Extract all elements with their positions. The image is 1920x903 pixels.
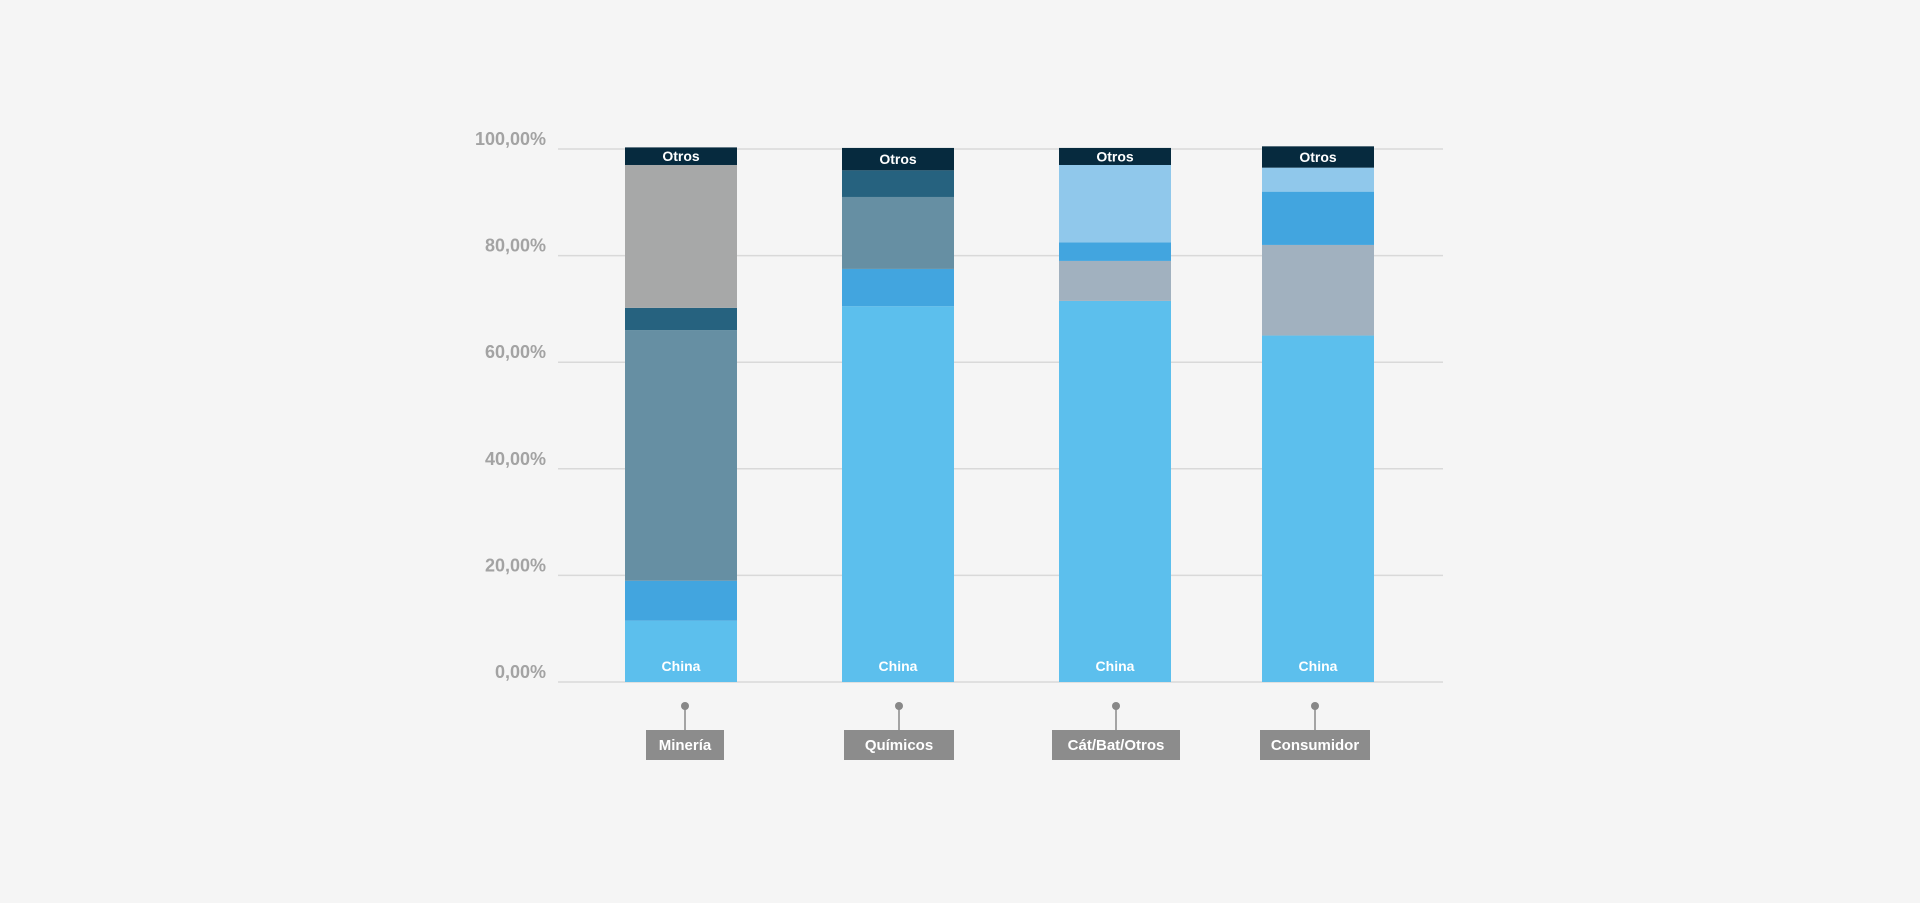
segment-label: Otros (1299, 149, 1337, 165)
y-tick-label: 40,00% (485, 449, 546, 469)
bar-segment (1059, 147, 1171, 165)
bar-segment (1262, 191, 1374, 245)
category-2: Químicos (844, 702, 954, 760)
category-label: Cát/Bat/Otros (1068, 737, 1165, 754)
category-label: Minería (659, 737, 712, 754)
category-label-box (646, 730, 724, 760)
segment-label: China (662, 658, 701, 674)
bar-segment (842, 306, 954, 682)
category-1: Minería (646, 702, 724, 760)
bar-segment (625, 307, 737, 331)
y-tick-label: 100,00% (475, 129, 546, 149)
segment-label: Otros (879, 151, 917, 167)
segment-label: Otros (662, 148, 700, 164)
bars-layer: China Otros China Otros China Otros China Otros (625, 146, 1374, 682)
bar-segment (1059, 242, 1171, 261)
bar-3: China Otros (1059, 147, 1171, 682)
segment-label: China (1299, 658, 1338, 674)
category-label: Consumidor (1271, 737, 1359, 754)
bar-segment (1059, 300, 1171, 682)
bar-segment (625, 620, 737, 682)
bar-segment (1262, 146, 1374, 168)
category-pin-dot (1112, 702, 1120, 710)
bar-2: China Otros (842, 147, 954, 682)
category-pin-dot (1311, 702, 1319, 710)
category-pin-dot (681, 702, 689, 710)
segment-label: China (1096, 658, 1135, 674)
bar-segment (1059, 164, 1171, 243)
bar-segment (842, 170, 954, 197)
bar-segment (842, 268, 954, 307)
category-label-box (1052, 730, 1180, 760)
bar-1: China Otros (625, 147, 737, 682)
y-tick-label: 0,00% (495, 662, 546, 682)
bar-segment (842, 196, 954, 269)
y-axis: 0,00% 20,00% 40,00% 60,00% 80,00% 100,00% (475, 129, 546, 682)
category-label: Químicos (865, 737, 933, 754)
segment-label: China (879, 658, 918, 674)
bar-segment (625, 164, 737, 308)
x-axis-categories: Minería Químicos Cát/Bat/Otros Consumidor (646, 702, 1370, 760)
category-4: Consumidor (1260, 702, 1370, 760)
category-pin-dot (895, 702, 903, 710)
bar-segment (1262, 167, 1374, 192)
segment-label: Otros (1096, 148, 1134, 164)
bar-segment (625, 147, 737, 165)
category-label-box (1260, 730, 1370, 760)
y-tick-label: 20,00% (485, 555, 546, 575)
bar-segment (842, 147, 954, 171)
bar-segment (625, 580, 737, 621)
bar-segment (1262, 244, 1374, 336)
bar-segment (625, 330, 737, 581)
y-tick-label: 60,00% (485, 342, 546, 362)
category-3: Cát/Bat/Otros (1052, 702, 1180, 760)
y-tick-label: 80,00% (485, 236, 546, 256)
bar-4: China Otros (1262, 146, 1374, 682)
bar-segment (1059, 260, 1171, 301)
category-label-box (844, 730, 954, 760)
bar-segment (1262, 335, 1374, 682)
